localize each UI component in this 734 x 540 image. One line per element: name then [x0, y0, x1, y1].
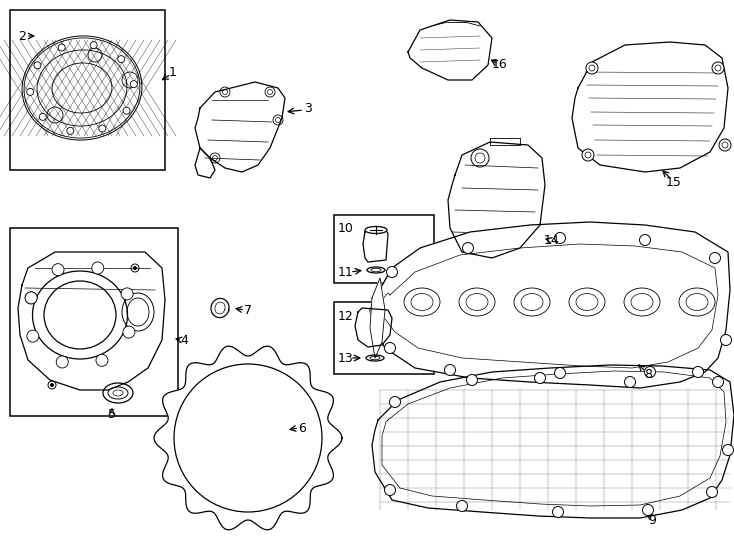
Ellipse shape: [365, 226, 387, 233]
Polygon shape: [408, 20, 492, 80]
Circle shape: [385, 484, 396, 496]
Polygon shape: [211, 299, 229, 318]
Bar: [10, 228, 178, 416]
Circle shape: [25, 292, 37, 304]
Polygon shape: [363, 228, 388, 262]
Circle shape: [554, 368, 565, 379]
Circle shape: [52, 264, 64, 276]
Circle shape: [99, 125, 106, 132]
Circle shape: [586, 62, 598, 74]
Polygon shape: [195, 148, 215, 178]
Bar: [334, 302, 434, 374]
Bar: [334, 215, 434, 283]
Circle shape: [713, 376, 724, 388]
Polygon shape: [448, 142, 545, 258]
Polygon shape: [370, 222, 730, 388]
Circle shape: [57, 356, 68, 368]
Circle shape: [582, 149, 594, 161]
Text: 8: 8: [644, 368, 652, 381]
Circle shape: [387, 267, 398, 278]
Polygon shape: [355, 308, 392, 347]
Text: 1: 1: [169, 65, 177, 78]
Circle shape: [721, 334, 732, 346]
Circle shape: [50, 383, 54, 387]
Circle shape: [644, 367, 655, 377]
Text: 9: 9: [648, 514, 656, 526]
Text: 6: 6: [298, 422, 306, 435]
Circle shape: [625, 376, 636, 388]
Circle shape: [707, 487, 718, 497]
Circle shape: [722, 444, 733, 456]
Polygon shape: [370, 278, 385, 358]
Circle shape: [27, 330, 39, 342]
Circle shape: [117, 56, 125, 63]
Circle shape: [133, 266, 137, 270]
Circle shape: [123, 326, 135, 338]
Text: 4: 4: [180, 334, 188, 347]
Circle shape: [462, 242, 473, 253]
Text: 2: 2: [18, 30, 26, 43]
Circle shape: [121, 288, 133, 300]
Text: 5: 5: [108, 408, 116, 422]
Text: 15: 15: [666, 176, 682, 188]
Text: 11: 11: [338, 266, 354, 279]
Circle shape: [90, 42, 97, 49]
Circle shape: [34, 62, 41, 69]
Circle shape: [554, 233, 565, 244]
Circle shape: [26, 89, 34, 96]
Circle shape: [467, 375, 478, 386]
Circle shape: [457, 501, 468, 511]
Circle shape: [58, 44, 65, 51]
Circle shape: [639, 234, 650, 246]
Circle shape: [534, 373, 545, 383]
Polygon shape: [372, 365, 734, 518]
Circle shape: [39, 113, 46, 120]
Circle shape: [553, 507, 564, 517]
Polygon shape: [195, 82, 285, 172]
Text: 16: 16: [492, 58, 508, 71]
Circle shape: [385, 342, 396, 354]
Text: 7: 7: [244, 303, 252, 316]
Circle shape: [719, 139, 731, 151]
Circle shape: [445, 364, 456, 375]
Text: 3: 3: [304, 102, 312, 114]
Text: 12: 12: [338, 309, 354, 322]
Circle shape: [712, 62, 724, 74]
Circle shape: [25, 292, 37, 304]
Circle shape: [131, 80, 137, 87]
Circle shape: [96, 354, 108, 366]
Text: 13: 13: [338, 352, 354, 365]
Polygon shape: [18, 252, 165, 390]
Circle shape: [92, 262, 103, 274]
Circle shape: [692, 367, 703, 377]
Circle shape: [710, 253, 721, 264]
Polygon shape: [572, 42, 728, 172]
Polygon shape: [154, 346, 342, 530]
Circle shape: [67, 127, 74, 134]
Circle shape: [642, 504, 653, 516]
Bar: [10, 10, 165, 170]
Text: 14: 14: [544, 233, 560, 246]
Circle shape: [390, 396, 401, 408]
Circle shape: [123, 107, 130, 114]
Text: 10: 10: [338, 221, 354, 234]
